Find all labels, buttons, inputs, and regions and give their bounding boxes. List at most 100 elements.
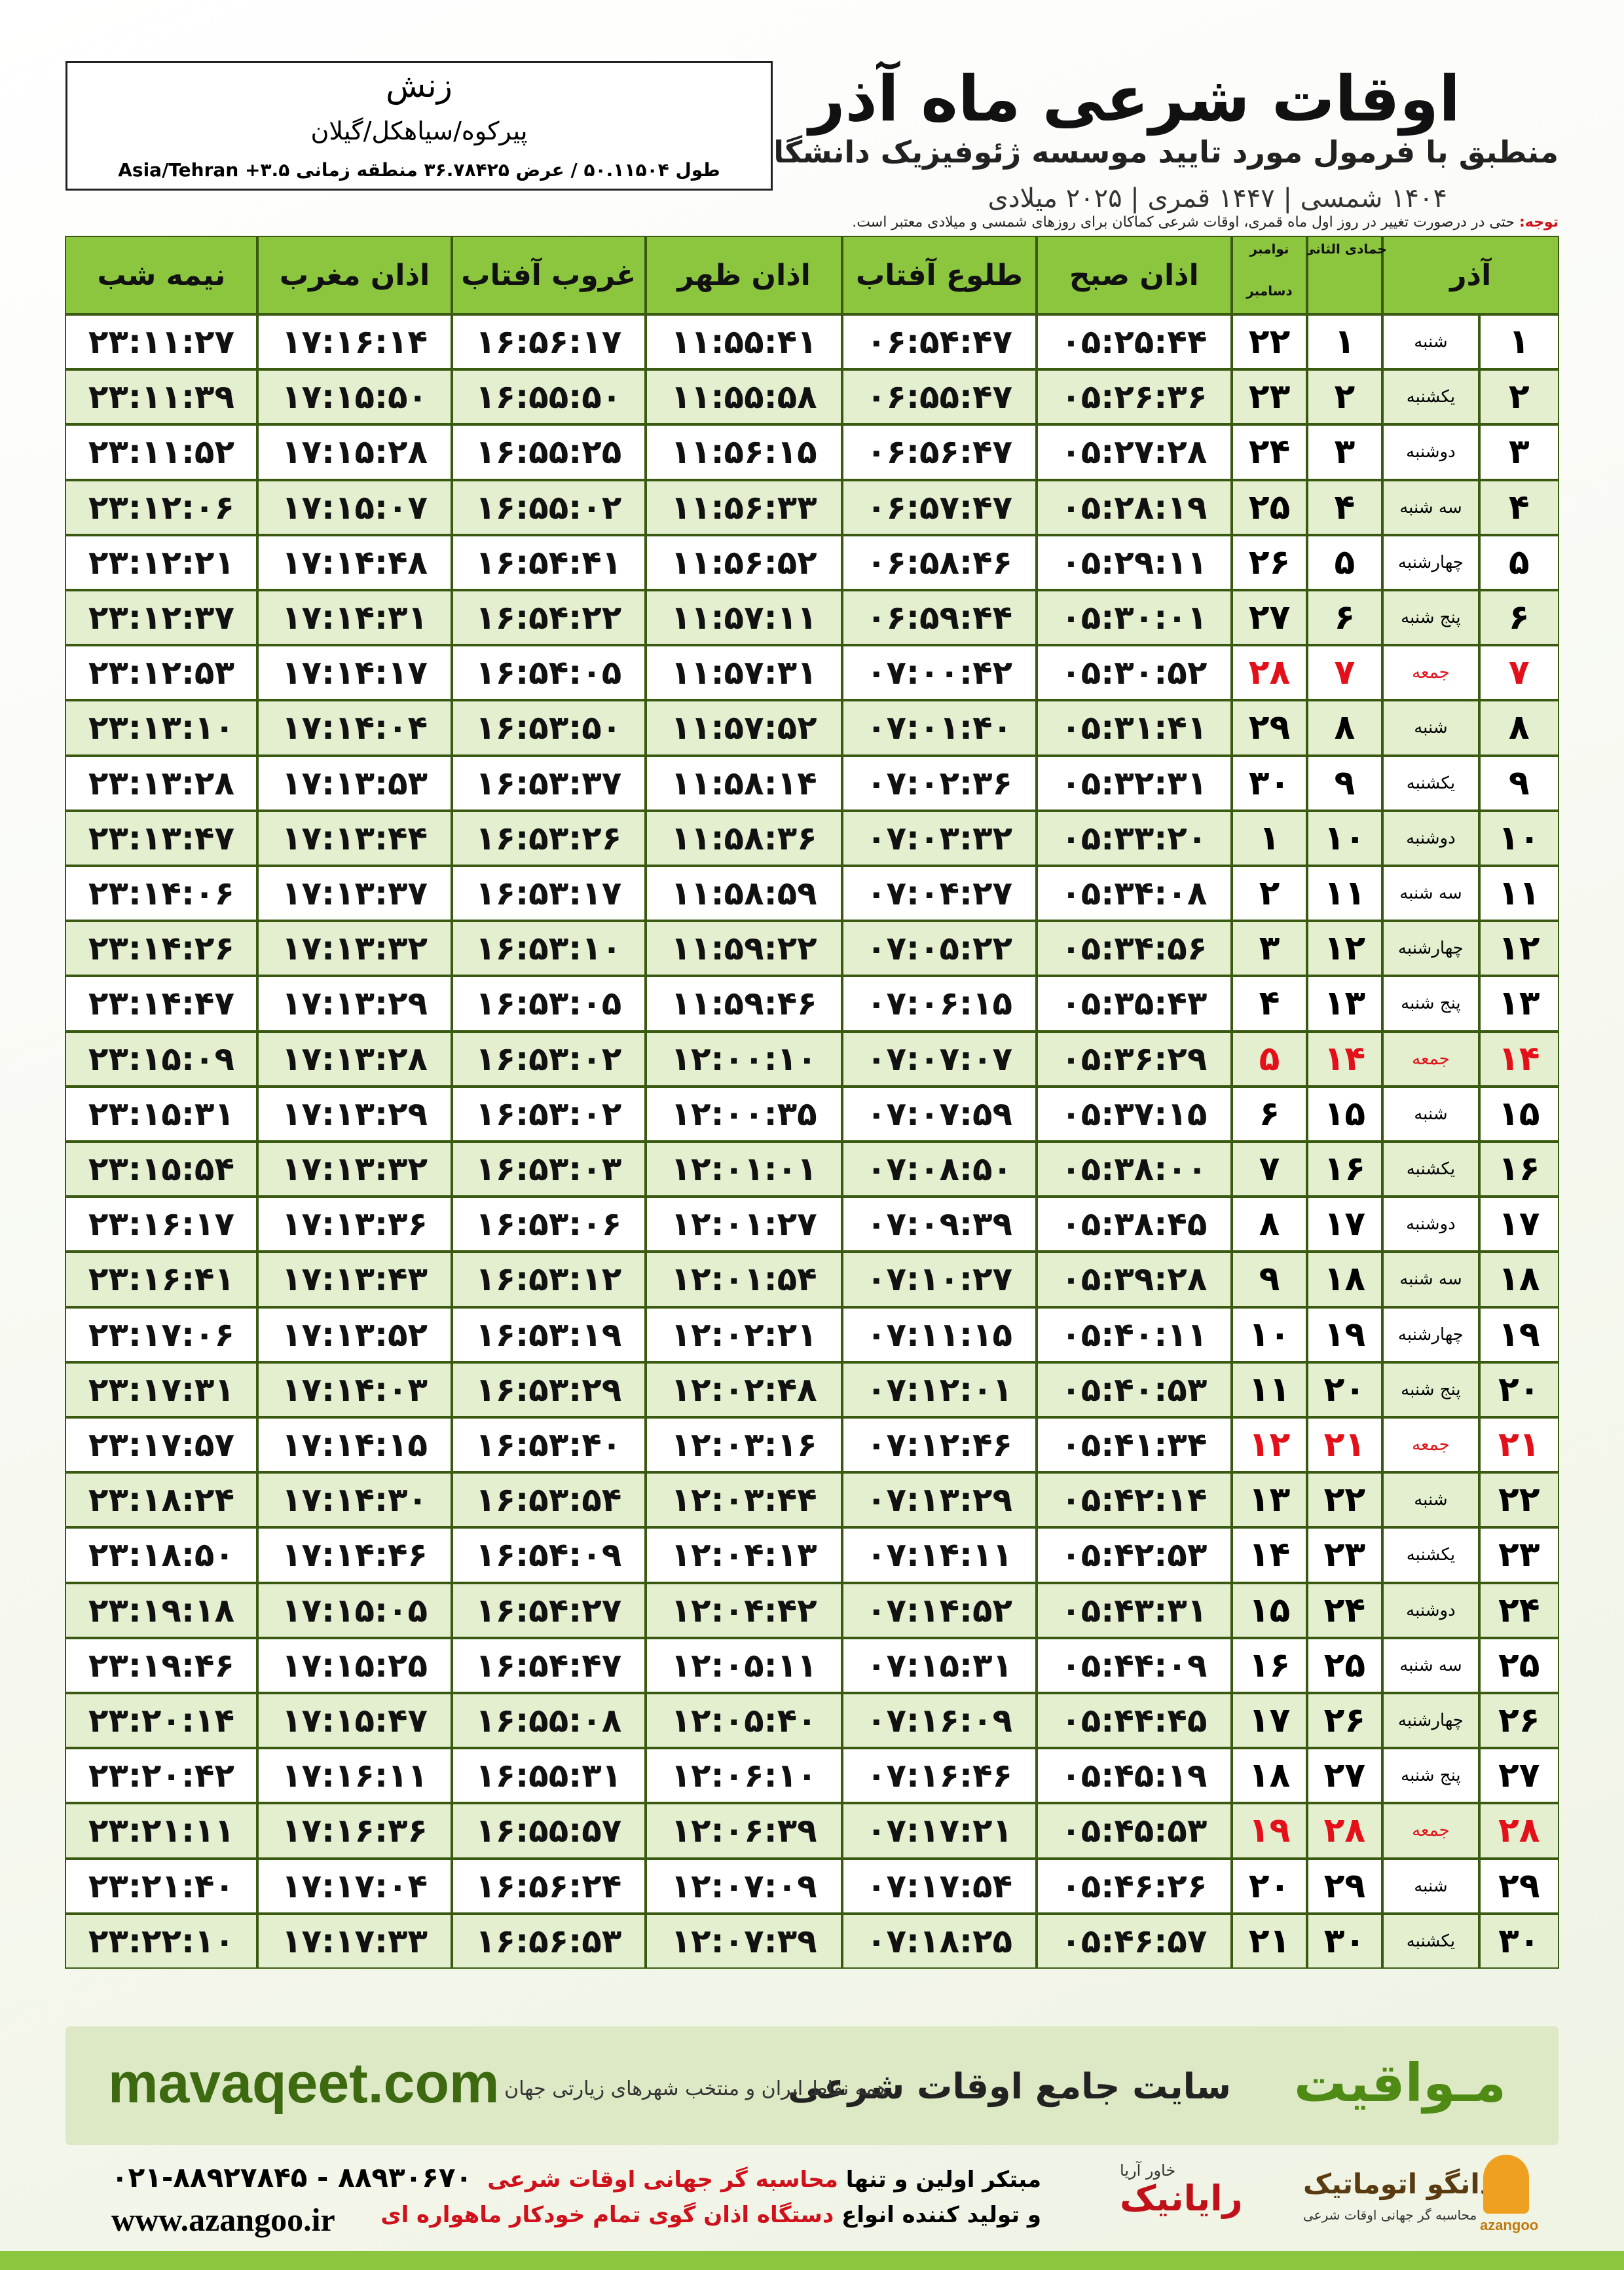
day-cell: ۴ (1306, 479, 1382, 535)
time-cell: ۰۷:۱۲:۰۱ (842, 1362, 1037, 1417)
time-cell: ۱۶:۵۴:۲۷ (451, 1582, 646, 1638)
web[interactable]: www.azangoo.ir (111, 2201, 335, 2238)
day-cell: ۲۰ (1306, 1362, 1382, 1417)
time-cell: ۱۷:۱۷:۳۳ (257, 1913, 452, 1969)
day-cell: ۲۰ (1231, 1858, 1307, 1914)
phones: ۰۲۱-۸۸۹۲۷۸۴۵ - ۸۸۹۳۰۶۷۰ (111, 2161, 473, 2193)
time-cell: ۱۱:۵۵:۴۱ (645, 314, 843, 370)
time-cell: ۲۳:۱۲:۲۱ (65, 534, 258, 590)
day-cell: ۲۶ (1306, 1693, 1382, 1749)
time-cell: ۱۷:۱۳:۳۶ (257, 1197, 452, 1252)
day-cell: ۱۱ (1479, 866, 1559, 921)
day-cell: ۲۱ (1306, 1417, 1382, 1473)
time-cell: ۱۲:۰۱:۵۴ (645, 1252, 843, 1307)
header-label: نوامبر (1249, 241, 1289, 257)
day-cell: ۱۹ (1306, 1307, 1382, 1362)
day-cell: یکشنبه (1382, 1527, 1479, 1583)
time-cell: ۰۵:۲۶:۳۶ (1036, 369, 1232, 425)
day-cell: سه شنبه (1382, 1637, 1479, 1693)
day-cell: ۲۹ (1231, 700, 1307, 756)
day-cell: ۱۲ (1479, 921, 1559, 977)
time-cell: ۲۳:۱۸:۲۴ (65, 1472, 258, 1528)
time-cell: ۰۵:۳۷:۱۵ (1036, 1086, 1232, 1142)
time-cell: ۰۵:۴۴:۰۹ (1036, 1637, 1232, 1693)
title: اوقات شرعی ماه آذر (809, 62, 1460, 136)
time-cell: ۱۲:۰۳:۱۶ (645, 1417, 843, 1473)
day-cell: ۹ (1479, 755, 1559, 811)
time-cell: ۰۷:۰۸:۵۰ (842, 1142, 1037, 1197)
time-cell: ۲۳:۱۱:۵۲ (65, 424, 258, 480)
time-cell: ۰۶:۵۷:۴۷ (842, 479, 1037, 535)
day-cell: ۲۲ (1231, 314, 1307, 370)
time-cell: ۱۶:۵۳:۰۲ (451, 1086, 646, 1142)
time-cell: ۲۳:۲۰:۴۲ (65, 1748, 258, 1804)
time-cell: ۱۲:۰۴:۱۳ (645, 1527, 843, 1583)
time-cell: ۰۶:۵۵:۴۷ (842, 369, 1037, 425)
day-cell: ۱۴ (1479, 1031, 1559, 1087)
time-cell: ۰۵:۴۲:۵۳ (1036, 1527, 1232, 1583)
time-cell: ۰۷:۱۲:۴۶ (842, 1417, 1037, 1473)
location-box: زنش پیرکوه/سیاهکل/گیلان طول ۵۰.۱۱۵۰۴ / ع… (65, 61, 773, 191)
text: دستگاه اذان گوی تمام خودکار ماهواره ای (380, 2202, 834, 2228)
time-cell: ۱۷:۱۴:۰۴ (257, 700, 452, 756)
time-cell: ۰۶:۵۶:۴۷ (842, 424, 1037, 480)
time-cell: ۰۷:۱۴:۱۱ (842, 1527, 1037, 1583)
day-cell: جمعه (1382, 645, 1479, 701)
time-cell: ۱۷:۱۶:۱۱ (257, 1748, 452, 1804)
header-cell: اذان ظهر (645, 236, 843, 314)
time-cell: ۲۳:۱۲:۳۷ (65, 590, 258, 646)
header-cell: نوامبر دسامبر (1231, 236, 1307, 314)
time-cell: ۲۳:۲۱:۱۱ (65, 1803, 258, 1859)
time-cell: ۱۶:۵۳:۱۲ (451, 1252, 646, 1307)
time-cell: ۰۵:۲۷:۲۸ (1036, 424, 1232, 480)
day-cell: ۲۳ (1306, 1527, 1382, 1583)
day-cell: شنبه (1382, 1858, 1479, 1914)
header-cell: اذان مغرب (257, 236, 452, 314)
day-cell: ۵ (1306, 534, 1382, 590)
logo: azangoo (1480, 2217, 1539, 2233)
day-cell: ۲۶ (1479, 1693, 1559, 1749)
time-cell: ۰۷:۱۷:۵۴ (842, 1858, 1037, 1914)
day-cell: ۱۷ (1231, 1693, 1307, 1749)
time-cell: ۰۷:۰۳:۳۲ (842, 810, 1037, 866)
bottom-bar (0, 2251, 1624, 2270)
day-cell: پنج شنبه (1382, 976, 1479, 1032)
day-cell: ۶ (1306, 590, 1382, 646)
time-cell: ۱۷:۱۶:۱۴ (257, 314, 452, 370)
time-cell: ۰۷:۱۶:۴۶ (842, 1748, 1037, 1804)
day-cell: ۵ (1479, 534, 1559, 590)
day-cell: ۱۳ (1479, 976, 1559, 1032)
time-cell: ۲۳:۱۴:۴۷ (65, 976, 258, 1032)
day-cell: ۱۸ (1479, 1252, 1559, 1307)
site[interactable]: mavaqeet.com (108, 2052, 500, 2115)
day-cell: یکشنبه (1382, 755, 1479, 811)
time-cell: ۱۶:۵۳:۰۲ (451, 1031, 646, 1087)
day-cell: ۲۴ (1231, 424, 1307, 480)
time-cell: ۱۷:۱۴:۰۳ (257, 1362, 452, 1417)
time-cell: ۱۷:۱۵:۲۸ (257, 424, 452, 480)
time-cell: ۱۲:۰۱:۰۱ (645, 1142, 843, 1197)
day-cell: سه شنبه (1382, 1252, 1479, 1307)
time-cell: ۲۳:۱۹:۴۶ (65, 1637, 258, 1693)
day-cell: ۲۲ (1306, 1472, 1382, 1528)
time-cell: ۱۶:۵۵:۲۵ (451, 424, 646, 480)
time-cell: ۱۶:۵۳:۰۳ (451, 1142, 646, 1197)
time-cell: ۰۵:۴۰:۵۳ (1036, 1362, 1232, 1417)
day-cell: ۲۸ (1306, 1803, 1382, 1859)
time-cell: ۲۳:۱۲:۵۳ (65, 645, 258, 701)
time-cell: ۲۳:۱۳:۱۰ (65, 700, 258, 756)
text: محاسبه گر جهانی اوقات شرعی (487, 2167, 838, 2193)
time-cell: ۲۳:۱۹:۱۸ (65, 1582, 258, 1638)
time-cell: ۱۲:۰۱:۲۷ (645, 1197, 843, 1252)
time-cell: ۲۳:۱۳:۴۷ (65, 810, 258, 866)
time-cell: ۱۷:۱۴:۴۸ (257, 534, 452, 590)
day-cell: ۲۳ (1479, 1527, 1559, 1583)
time-cell: ۰۵:۲۵:۴۴ (1036, 314, 1232, 370)
time-cell: ۰۷:۰۷:۰۷ (842, 1031, 1037, 1087)
day-cell: ۶ (1479, 590, 1559, 646)
day-cell: ۲۷ (1306, 1748, 1382, 1804)
time-cell: ۱۱:۵۵:۵۸ (645, 369, 843, 425)
time-cell: ۰۷:۱۵:۳۱ (842, 1637, 1037, 1693)
day-cell: ۱۴ (1231, 1527, 1307, 1583)
